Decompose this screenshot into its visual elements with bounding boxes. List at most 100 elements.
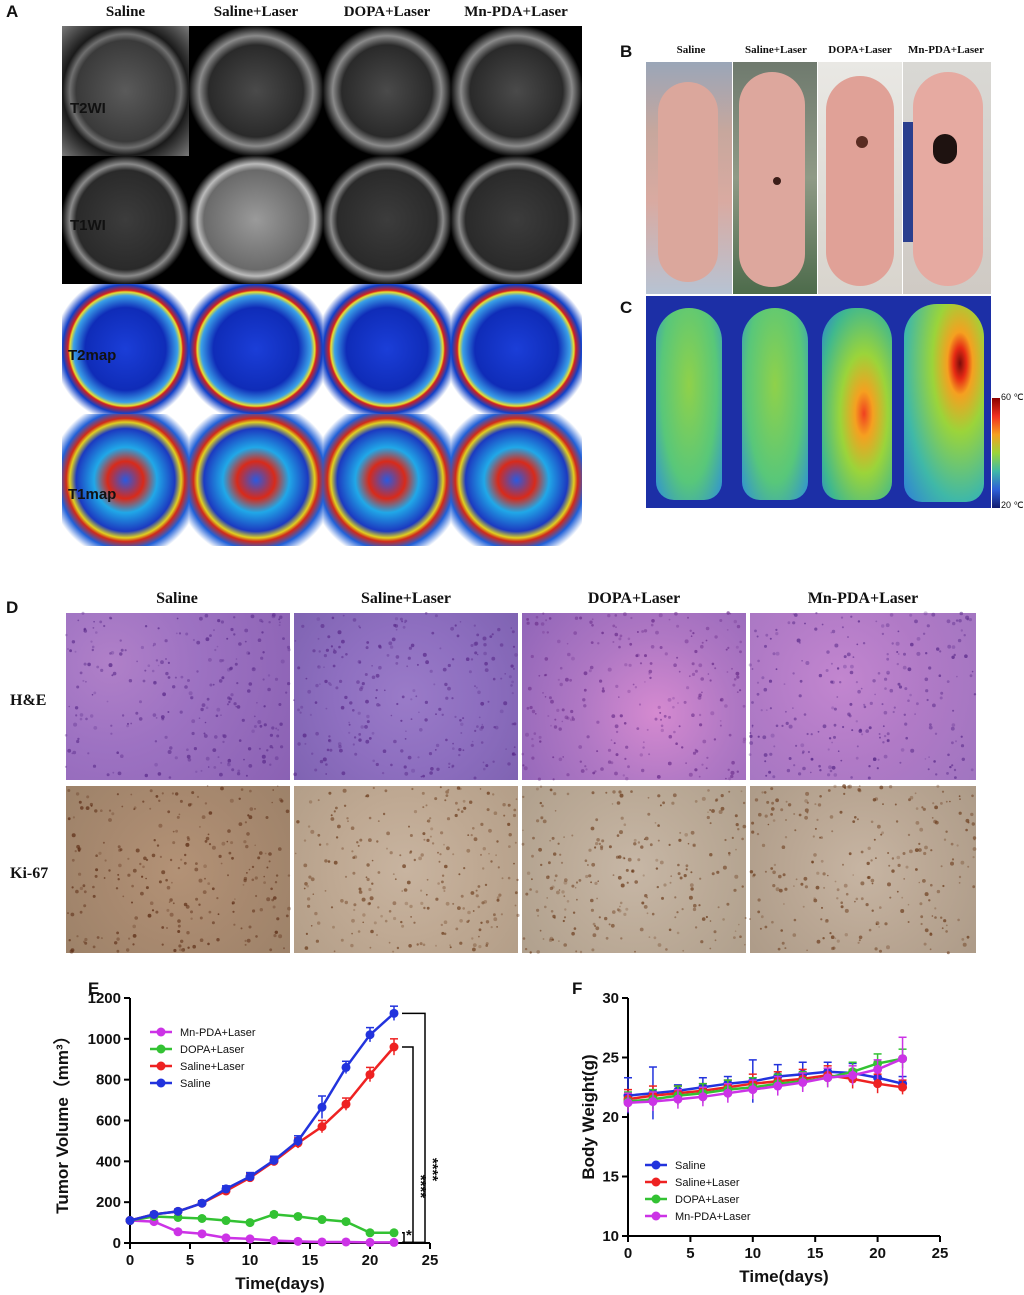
y-tick-label: 20 <box>602 1109 619 1126</box>
ki67-dopa-laser <box>522 786 746 953</box>
mri-t1wi-dopa-laser <box>323 156 451 284</box>
significance-stars: **** <box>412 1175 429 1199</box>
data-point <box>748 1085 758 1095</box>
panel-e-label: E <box>88 979 99 998</box>
histology-dots-2 <box>521 611 747 781</box>
data-point <box>317 1122 327 1132</box>
y-tick-label: 600 <box>96 1113 121 1130</box>
mri-t2map-dopa-laser <box>323 284 451 414</box>
data-point <box>293 1236 303 1246</box>
legend: Mn-PDA+Laser DOPA+Laser Saline+Laser Saline <box>150 1027 256 1090</box>
data-point <box>389 1042 399 1052</box>
mouse-photo-saline-laser <box>733 62 817 294</box>
data-point <box>149 1209 159 1219</box>
data-point <box>341 1062 351 1072</box>
legend: Saline Saline+Laser DOPA+Laser Mn-PDA+Laser <box>645 1160 751 1223</box>
mri-t1map-saline-laser <box>189 414 323 546</box>
data-point <box>269 1209 279 1219</box>
y-tick-label: 1000 <box>88 1031 121 1048</box>
data-point <box>873 1064 883 1074</box>
data-point <box>341 1099 351 1109</box>
chart-f: 0 5 10 15 20 25 10 15 20 25 30 Time(days) Body Weigh… <box>579 990 948 1286</box>
mouse-photo-saline <box>646 62 732 294</box>
legend-swatch-marker <box>156 1078 166 1088</box>
legend-label: Saline+Laser <box>180 1061 245 1073</box>
legend-swatch-marker <box>156 1061 166 1071</box>
panel-a-col-saline-laser: Saline+Laser <box>213 4 299 20</box>
data-point <box>221 1233 231 1243</box>
legend-swatch-marker <box>651 1194 661 1204</box>
histology-dots-7 <box>749 784 977 955</box>
data-point <box>293 1136 303 1146</box>
histology-dots-4 <box>67 785 291 954</box>
ki67-saline-laser <box>294 786 518 953</box>
data-point <box>648 1097 658 1107</box>
data-point <box>823 1073 833 1083</box>
thermal-colorbar <box>992 398 1000 508</box>
data-point <box>197 1214 207 1223</box>
thermal-saline-laser <box>742 308 808 500</box>
data-point <box>245 1218 255 1228</box>
y-tick-label: 800 <box>96 1072 121 1089</box>
data-point <box>125 1216 135 1226</box>
x-tick-label: 20 <box>362 1252 379 1269</box>
x-tick-label: 10 <box>744 1245 761 1262</box>
data-point <box>317 1215 327 1225</box>
significance-brackets: ********* <box>402 1012 441 1244</box>
legend-label: Saline <box>675 1160 706 1172</box>
panel-d-col-mnpda-laser: Mn-PDA+Laser <box>807 590 919 607</box>
x-tick-label: 0 <box>126 1252 134 1269</box>
panel-a-col-dopa-laser: DOPA+Laser <box>343 4 431 20</box>
row-label-t1wi: T1WI <box>70 217 106 234</box>
mri-t2wi-saline-laser <box>189 26 323 156</box>
data-point <box>197 1229 207 1239</box>
legend-swatch-marker <box>156 1044 166 1054</box>
x-tick-label: 10 <box>242 1252 259 1269</box>
mri-t1wi-mnpda-laser <box>451 156 582 284</box>
chart-e: 0 5 10 15 20 25 0 200 400 600 800 1000 1200 Time(days… <box>52 990 441 1293</box>
y-tick-label: 400 <box>96 1153 121 1170</box>
data-point <box>173 1206 183 1216</box>
data-point <box>197 1198 207 1208</box>
legend-label: DOPA+Laser <box>180 1044 245 1056</box>
y-axis-label: Tumor Volume（mm³） <box>52 1027 72 1213</box>
data-point <box>623 1098 633 1108</box>
x-axis-label: Time(days) <box>739 1267 828 1286</box>
he-mnpda-laser <box>750 613 976 780</box>
mri-t2map-saline <box>62 284 189 414</box>
x-tick-label: 20 <box>869 1245 886 1262</box>
histology-dots-0 <box>64 611 291 779</box>
panel-d-col-saline-laser: Saline+Laser <box>360 590 451 607</box>
data-point <box>269 1155 279 1165</box>
panel-a-col-mnpda-laser: Mn-PDA+Laser <box>464 4 568 20</box>
data-point <box>341 1237 351 1247</box>
data-point <box>173 1227 183 1237</box>
legend-label: DOPA+Laser <box>675 1194 740 1206</box>
significance-stars: **** <box>424 1158 441 1182</box>
mri-t1wi-saline <box>62 156 189 284</box>
panel-b-label: B <box>620 42 633 61</box>
data-point <box>269 1236 279 1246</box>
data-point <box>673 1094 683 1104</box>
data-point <box>389 1008 399 1018</box>
series-line <box>129 1012 395 1222</box>
charts-svg: E F 0 5 10 15 20 25020040060080010001200Time(… <box>52 979 948 1293</box>
series-line <box>129 1046 395 1222</box>
legend-label: Mn-PDA+Laser <box>180 1027 256 1039</box>
data-point <box>365 1228 375 1238</box>
series-mn-pda-laser <box>623 1036 908 1113</box>
data-point <box>698 1092 708 1102</box>
histology-dots-5 <box>294 786 520 953</box>
mouse-photo-mnpda-laser <box>903 62 991 294</box>
series-line <box>129 1213 394 1235</box>
x-tick-label: 0 <box>624 1245 632 1262</box>
mri-t2map-mnpda-laser <box>451 284 582 414</box>
data-point <box>389 1237 399 1247</box>
series-line <box>129 1219 394 1244</box>
thermal-saline <box>656 308 722 500</box>
panel-b-col-mnpda-laser: Mn-PDA+Laser <box>908 44 984 56</box>
mri-t1map-saline <box>62 414 189 546</box>
data-point <box>723 1088 733 1098</box>
data-point <box>365 1030 375 1040</box>
